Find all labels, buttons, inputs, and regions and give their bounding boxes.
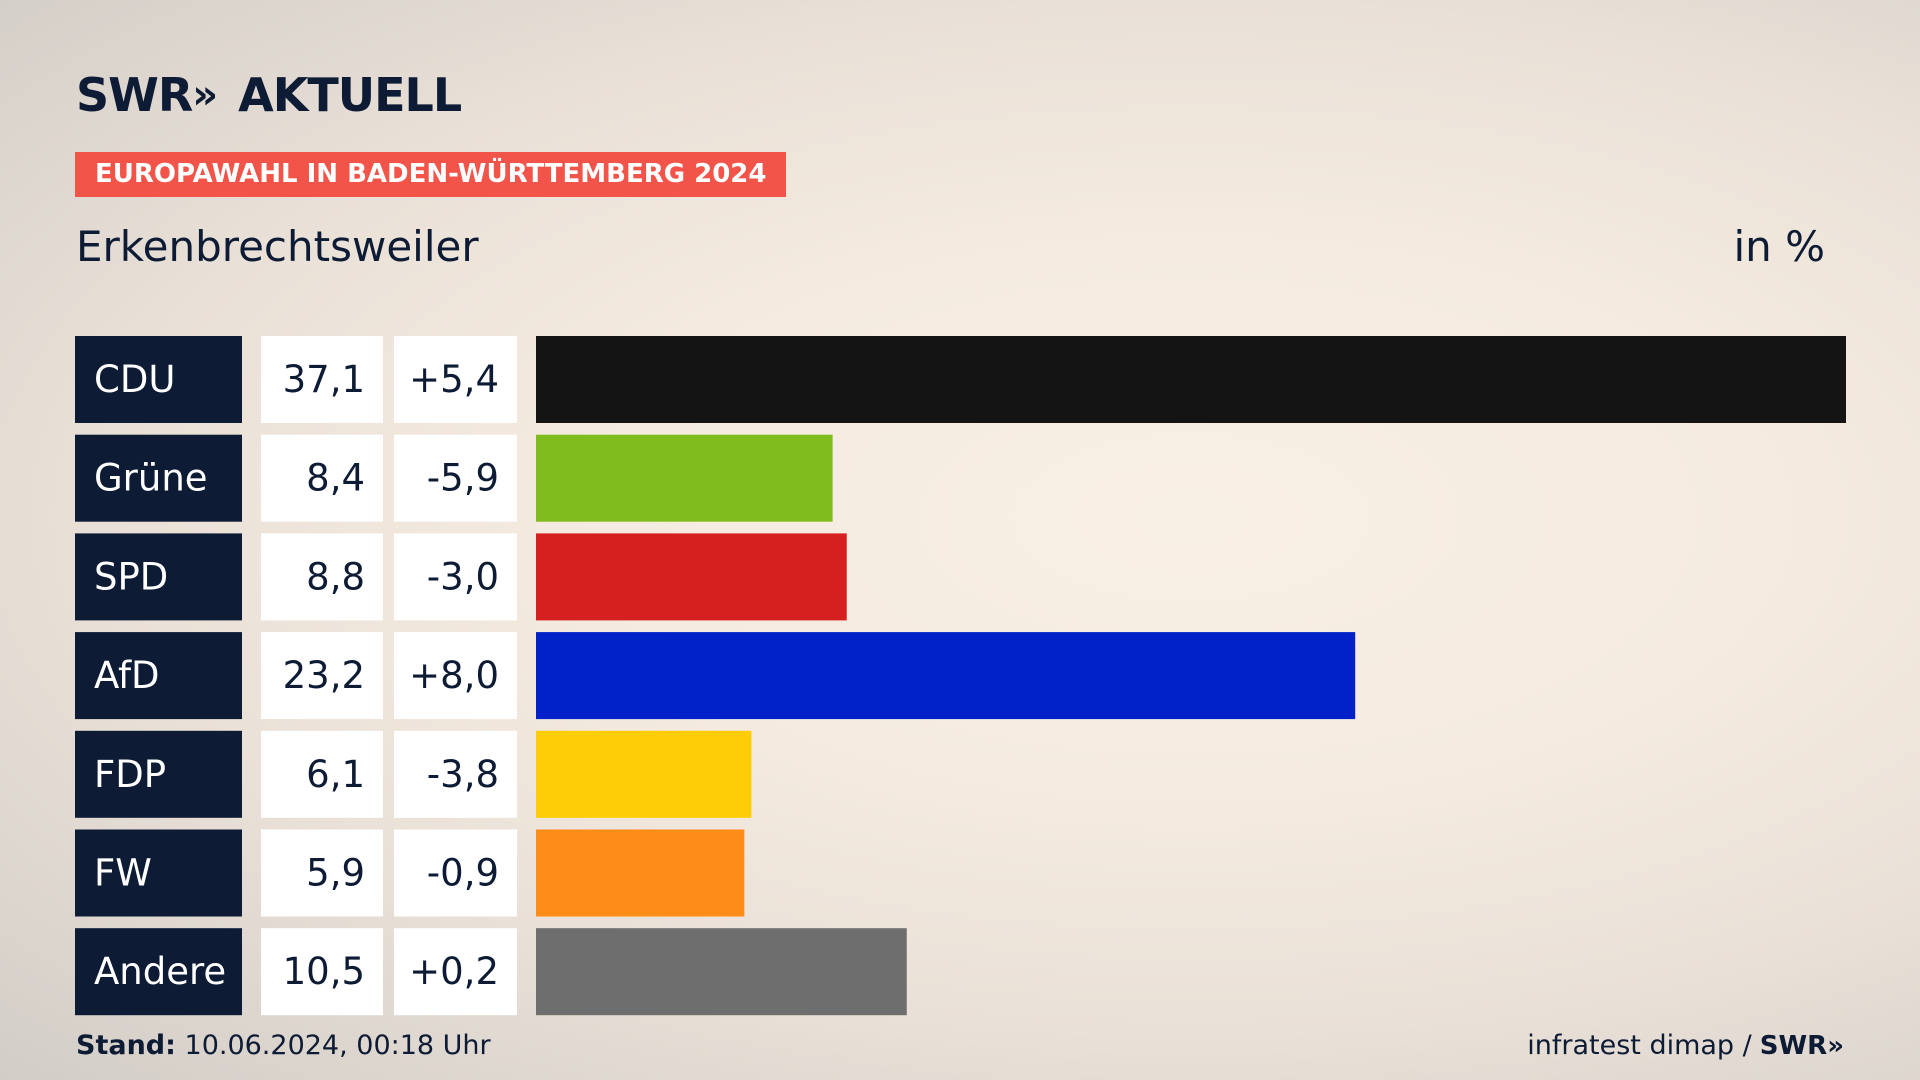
value-label-fw: 5,9 bbox=[306, 852, 365, 895]
party-label-box-gr-ne bbox=[75, 434, 242, 522]
value-box-fw bbox=[261, 829, 383, 917]
change-box-spd bbox=[394, 533, 517, 621]
bar-cdu bbox=[536, 336, 1846, 423]
change-label-gr-ne: -5,9 bbox=[427, 457, 499, 500]
value-box-spd bbox=[261, 533, 383, 621]
source-line: infratest dimap / SWR» bbox=[1527, 1030, 1844, 1061]
stand-value: 10.06.2024, 00:18 Uhr bbox=[184, 1030, 491, 1061]
unit-label: in % bbox=[1733, 222, 1825, 271]
change-box-gr-ne bbox=[394, 434, 517, 522]
party-label-box-andere bbox=[75, 928, 242, 1016]
change-box-afd bbox=[394, 632, 517, 720]
party-label-box-afd bbox=[75, 632, 242, 720]
source-text: infratest dimap / bbox=[1527, 1030, 1752, 1061]
bar-spd bbox=[536, 533, 847, 621]
value-label-fdp: 6,1 bbox=[306, 753, 365, 796]
bar-afd bbox=[536, 632, 1356, 720]
party-label-box-fdp bbox=[75, 730, 242, 818]
party-label-andere: Andere bbox=[94, 950, 226, 993]
bar-fdp bbox=[536, 730, 752, 818]
value-box-cdu bbox=[261, 336, 383, 423]
bar-gr-ne bbox=[536, 434, 833, 522]
party-label-fw: FW bbox=[94, 852, 152, 895]
swr-aktuell-logo: SWR » AKTUELL bbox=[76, 68, 462, 122]
value-label-spd: 8,8 bbox=[306, 555, 365, 598]
change-label-fw: -0,9 bbox=[427, 852, 499, 895]
party-label-gr-ne: Grüne bbox=[94, 457, 208, 500]
change-label-fdp: -3,8 bbox=[427, 753, 499, 796]
stand-line: Stand: 10.06.2024, 00:18 Uhr bbox=[76, 1030, 491, 1061]
value-label-gr-ne: 8,4 bbox=[306, 457, 365, 500]
party-label-box-fw bbox=[75, 829, 242, 917]
value-box-andere bbox=[261, 928, 383, 1016]
party-label-spd: SPD bbox=[94, 555, 168, 598]
place-title: Erkenbrechtsweiler bbox=[76, 222, 479, 271]
party-label-box-spd bbox=[75, 533, 242, 621]
value-box-fdp bbox=[261, 730, 383, 818]
change-box-andere bbox=[394, 928, 517, 1016]
change-box-fw bbox=[394, 829, 517, 917]
stand-label: Stand: bbox=[76, 1030, 176, 1061]
logo-swr-text: SWR bbox=[76, 68, 193, 122]
value-box-afd bbox=[261, 632, 383, 720]
party-label-cdu: CDU bbox=[94, 358, 175, 401]
value-label-andere: 10,5 bbox=[283, 950, 365, 993]
change-label-spd: -3,0 bbox=[427, 555, 499, 598]
change-box-fdp bbox=[394, 730, 517, 818]
value-label-cdu: 37,1 bbox=[283, 358, 365, 401]
change-label-cdu: +5,4 bbox=[409, 358, 499, 401]
change-box-cdu bbox=[394, 336, 517, 423]
party-label-fdp: FDP bbox=[94, 753, 166, 796]
value-label-afd: 23,2 bbox=[283, 654, 365, 697]
change-label-andere: +0,2 bbox=[409, 950, 499, 993]
election-badge: EUROPAWAHL IN BADEN-WÜRTTEMBERG 2024 bbox=[75, 152, 787, 197]
change-label-afd: +8,0 bbox=[409, 654, 499, 697]
party-label-box-cdu bbox=[75, 336, 242, 423]
logo-aktuell-text: AKTUELL bbox=[238, 68, 462, 122]
bar-andere bbox=[536, 928, 907, 1016]
bar-fw bbox=[536, 829, 745, 917]
value-box-gr-ne bbox=[261, 434, 383, 522]
swr-footer-logo: SWR» bbox=[1759, 1030, 1844, 1061]
party-label-afd: AfD bbox=[94, 654, 160, 697]
